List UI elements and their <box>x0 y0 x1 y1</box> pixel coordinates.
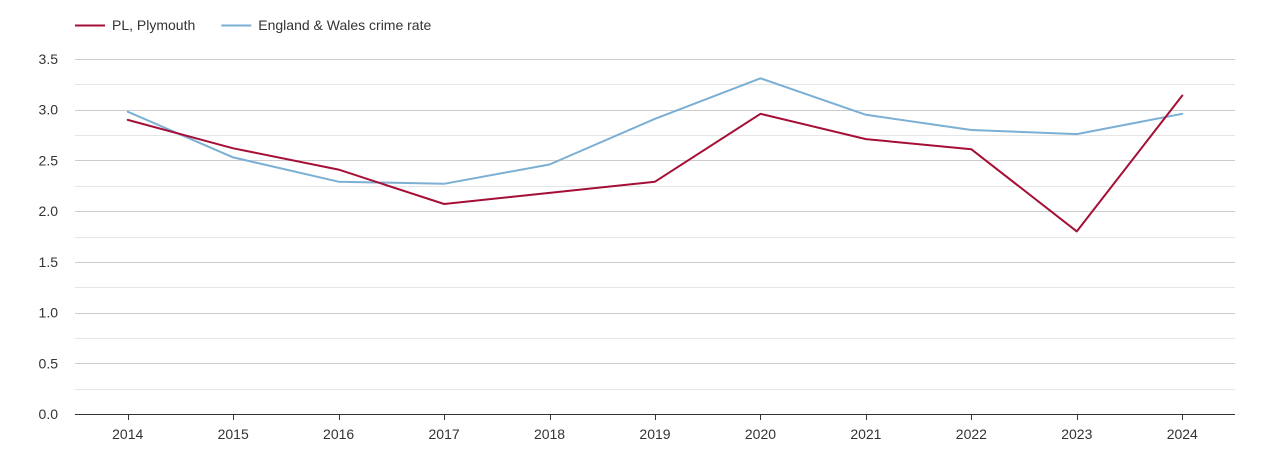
x-tick-label: 2019 <box>639 426 670 442</box>
series-layer <box>125 76 1185 234</box>
data-point <box>969 128 974 133</box>
data-point <box>863 112 868 117</box>
series-line-0 <box>126 94 1184 233</box>
x-tick-label: 2016 <box>323 426 354 442</box>
y-axis: 0.0 0.5 1.0 1.5 2.0 2.5 3.0 3.5 <box>39 51 59 422</box>
data-point <box>547 190 552 195</box>
data-point <box>969 147 974 152</box>
x-tick-label: 2024 <box>1167 426 1198 442</box>
series-line-1 <box>126 77 1184 185</box>
data-point <box>442 202 447 207</box>
x-tick-label: 2021 <box>850 426 881 442</box>
y-tick-label: 2.5 <box>39 152 59 168</box>
data-point <box>653 179 658 184</box>
data-point <box>336 167 341 172</box>
data-point <box>1074 132 1079 137</box>
x-axis: 2014 2015 2016 2017 2018 2019 2020 2021 2022 2023… <box>75 414 1235 442</box>
x-tick-label: 2017 <box>429 426 460 442</box>
legend-label: England & Wales crime rate <box>258 17 431 33</box>
y-tick-label: 2.0 <box>39 203 59 219</box>
x-tick-label: 2020 <box>745 426 776 442</box>
x-tick-label: 2015 <box>218 426 249 442</box>
data-point <box>758 111 763 116</box>
x-tick-label: 2022 <box>956 426 987 442</box>
data-point <box>125 117 130 122</box>
grid <box>75 59 1235 390</box>
legend: PL, Plymouth England & Wales crime rate <box>75 17 431 33</box>
data-point <box>547 162 552 167</box>
data-point <box>758 76 763 81</box>
data-point <box>336 179 341 184</box>
data-point <box>231 146 236 151</box>
data-point <box>442 181 447 186</box>
y-tick-label: 1.0 <box>39 305 59 321</box>
y-tick-label: 0.0 <box>39 406 59 422</box>
x-tick-label: 2014 <box>112 426 143 442</box>
data-point <box>1074 229 1079 234</box>
data-point <box>653 116 658 121</box>
x-tick-label: 2018 <box>534 426 565 442</box>
data-point <box>231 155 236 160</box>
legend-label: PL, Plymouth <box>112 17 195 33</box>
x-tick-label: 2023 <box>1061 426 1092 442</box>
data-point <box>1180 111 1185 116</box>
data-point <box>1180 93 1185 98</box>
data-point <box>125 109 130 114</box>
y-tick-label: 0.5 <box>39 355 59 371</box>
y-tick-label: 1.5 <box>39 254 59 270</box>
y-tick-label: 3.0 <box>39 102 59 118</box>
data-point <box>863 137 868 142</box>
y-tick-label: 3.5 <box>39 51 59 67</box>
